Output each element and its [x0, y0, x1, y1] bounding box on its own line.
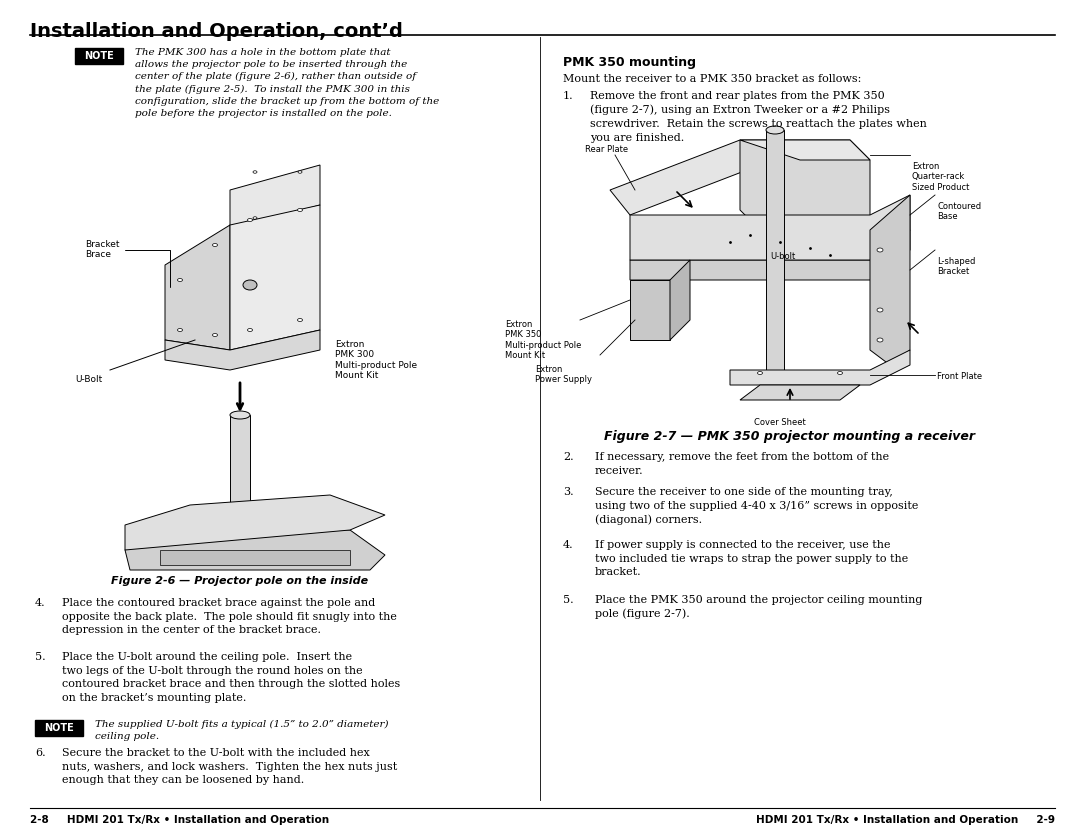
Ellipse shape [247, 219, 253, 222]
Bar [35, 720, 83, 736]
Text: Extron
PMK 300
Multi-product Pole
Mount Kit: Extron PMK 300 Multi-product Pole Mount … [335, 340, 417, 380]
Text: 4.: 4. [35, 598, 45, 608]
Ellipse shape [253, 171, 257, 173]
Text: 3.: 3. [563, 487, 573, 497]
Text: Secure the bracket to the U-bolt with the included hex
nuts, washers, and lock w: Secure the bracket to the U-bolt with th… [62, 748, 397, 785]
Text: Place the PMK 350 around the projector ceiling mounting
pole (figure 2-7).: Place the PMK 350 around the projector c… [595, 595, 922, 620]
Text: Contoured
Base: Contoured Base [937, 202, 981, 221]
Text: Place the U-bolt around the ceiling pole.  Insert the
two legs of the U-bolt thr: Place the U-bolt around the ceiling pole… [62, 652, 401, 703]
Text: Installation and Operation, cont’d: Installation and Operation, cont’d [30, 22, 403, 41]
Ellipse shape [837, 371, 842, 374]
Text: Extron
Quarter-rack
Sized Product: Extron Quarter-rack Sized Product [912, 162, 970, 192]
Text: L-shaped
Bracket: L-shaped Bracket [937, 257, 975, 276]
Ellipse shape [297, 208, 302, 212]
Ellipse shape [297, 319, 302, 321]
Polygon shape [630, 195, 910, 260]
Ellipse shape [243, 280, 257, 290]
Text: Extron
PMK 350
Multi-product Pole
Mount Kit: Extron PMK 350 Multi-product Pole Mount … [505, 320, 581, 360]
Text: 5.: 5. [563, 595, 573, 605]
Polygon shape [125, 530, 384, 570]
Ellipse shape [298, 171, 302, 173]
Polygon shape [630, 230, 910, 280]
Text: Place the contoured bracket brace against the pole and
opposite the back plate. : Place the contoured bracket brace agains… [62, 598, 396, 636]
Text: U-bolt: U-bolt [770, 252, 795, 261]
Bar [75, 48, 123, 64]
Text: Front Plate: Front Plate [937, 372, 982, 381]
Polygon shape [165, 225, 230, 350]
Ellipse shape [213, 334, 217, 336]
Text: 5.: 5. [35, 652, 45, 662]
Ellipse shape [247, 329, 253, 331]
Polygon shape [740, 385, 860, 400]
Text: Mount the receiver to a PMK 350 bracket as follows:: Mount the receiver to a PMK 350 bracket … [563, 74, 862, 84]
Ellipse shape [877, 308, 883, 312]
Polygon shape [230, 205, 320, 350]
Text: 1.: 1. [563, 91, 573, 101]
Bar [766, 130, 784, 390]
Text: Cover Sheet: Cover Sheet [754, 418, 806, 427]
Text: Figure 2-7 — PMK 350 projector mounting a receiver: Figure 2-7 — PMK 350 projector mounting … [605, 430, 975, 443]
Text: If power supply is connected to the receiver, use the
two included tie wraps to : If power supply is connected to the rece… [595, 540, 908, 577]
Text: HDMI 201 Tx/Rx • Installation and Operation     2-9: HDMI 201 Tx/Rx • Installation and Operat… [756, 815, 1055, 825]
Text: U-Bolt: U-Bolt [75, 375, 103, 384]
Polygon shape [740, 140, 870, 230]
Ellipse shape [877, 248, 883, 252]
Polygon shape [125, 495, 384, 550]
Text: The supplied U-bolt fits a typical (1.5” to 2.0” diameter)
ceiling pole.: The supplied U-bolt fits a typical (1.5”… [95, 720, 389, 741]
Ellipse shape [230, 411, 249, 419]
Text: The PMK 300 has a hole in the bottom plate that
allows the projector pole to be : The PMK 300 has a hole in the bottom pla… [135, 48, 440, 118]
Ellipse shape [177, 279, 183, 282]
Ellipse shape [298, 217, 302, 219]
Text: Extron
Power Supply: Extron Power Supply [535, 365, 592, 384]
Text: If necessary, remove the feet from the bottom of the
receiver.: If necessary, remove the feet from the b… [595, 452, 889, 475]
Text: PMK 350 mounting: PMK 350 mounting [563, 56, 696, 69]
Text: Rear Plate: Rear Plate [585, 145, 629, 154]
Ellipse shape [766, 386, 784, 394]
Polygon shape [610, 140, 760, 215]
Polygon shape [165, 330, 320, 370]
Text: Secure the receiver to one side of the mounting tray,
using two of the supplied : Secure the receiver to one side of the m… [595, 487, 918, 525]
Polygon shape [870, 195, 910, 365]
Polygon shape [630, 280, 670, 340]
Text: Remove the front and rear plates from the PMK 350
(figure 2-7), using an Extron : Remove the front and rear plates from th… [590, 91, 927, 143]
Text: 6.: 6. [35, 748, 45, 758]
Text: 2.: 2. [563, 452, 573, 462]
Text: NOTE: NOTE [84, 51, 113, 61]
Ellipse shape [253, 217, 257, 219]
Polygon shape [670, 260, 690, 340]
Text: Figure 2-6 — Projector pole on the inside: Figure 2-6 — Projector pole on the insid… [111, 576, 368, 586]
Ellipse shape [213, 244, 217, 247]
Text: NOTE: NOTE [44, 723, 73, 733]
Polygon shape [230, 165, 320, 230]
Ellipse shape [230, 516, 249, 524]
Text: Bracket
Brace: Bracket Brace [85, 240, 170, 287]
Polygon shape [730, 350, 910, 385]
Ellipse shape [177, 329, 183, 331]
Text: 2-8     HDMI 201 Tx/Rx • Installation and Operation: 2-8 HDMI 201 Tx/Rx • Installation and Op… [30, 815, 329, 825]
Bar [230, 415, 249, 520]
Ellipse shape [766, 126, 784, 134]
Text: 4.: 4. [563, 540, 573, 550]
Ellipse shape [757, 371, 762, 374]
Ellipse shape [877, 338, 883, 342]
Polygon shape [160, 550, 350, 565]
Polygon shape [740, 140, 870, 160]
